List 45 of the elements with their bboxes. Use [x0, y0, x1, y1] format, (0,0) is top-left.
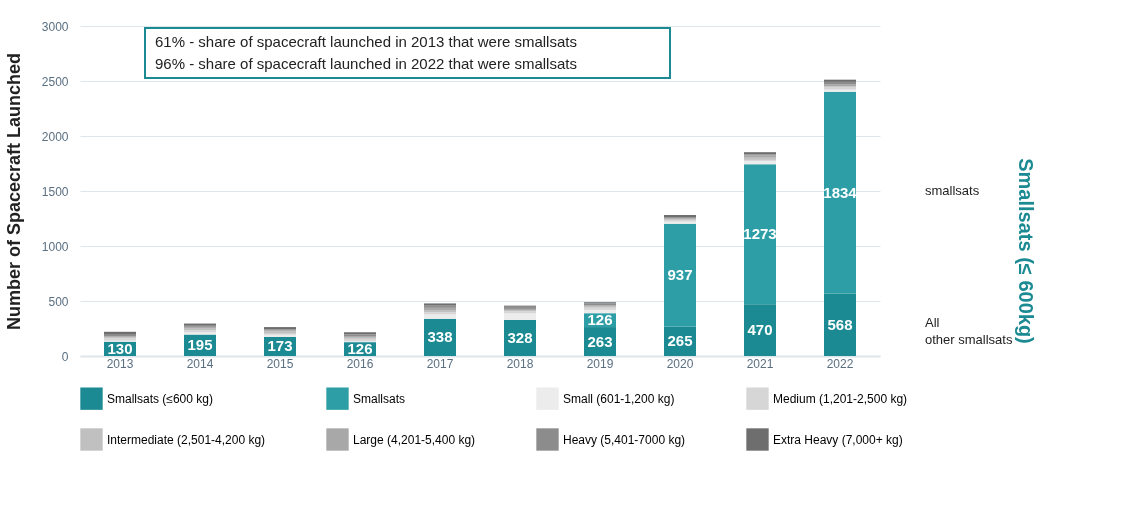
- x-tick-label: 2019: [586, 356, 614, 371]
- legend-label: Smallsats (≤600 kg): [107, 391, 213, 406]
- legend-label: Intermediate (2,501-4,200 kg): [107, 432, 266, 447]
- y-tick-label: 1000: [41, 239, 69, 254]
- y-tick-label: 2000: [41, 129, 69, 144]
- x-tick-label: 2018: [506, 356, 534, 371]
- text: All other smallsats: [925, 315, 1013, 347]
- x-tick-label: 2020: [666, 356, 694, 371]
- y-tick-label: 3000: [41, 19, 69, 34]
- legend-label: Small (601-1,200 kg): [563, 391, 675, 406]
- data-label: 173: [267, 337, 293, 355]
- data-label: 265: [667, 332, 693, 350]
- x-tick-label: 2016: [346, 356, 374, 371]
- x-tick-label: 2013: [106, 356, 134, 371]
- legend-label: Large (4,201-5,400 kg): [353, 432, 476, 447]
- data-label: 937: [667, 266, 693, 284]
- text: smallsats: [925, 183, 980, 198]
- data-label: 126: [587, 311, 613, 329]
- y-tick-label: 0: [61, 349, 69, 364]
- legend-label: Medium (1,201-2,500 kg): [773, 391, 908, 406]
- data-label: 1273: [743, 225, 777, 243]
- text: Smallsats (≤ 600kg): [1015, 158, 1037, 344]
- annotation: 96% - share of spacecraft launched in 2022 that were smallsats: [155, 55, 577, 72]
- data-label: 195: [187, 336, 213, 354]
- legend-label: Smallsats: [353, 391, 406, 406]
- x-tick-label: 2014: [186, 356, 214, 371]
- y-tick-label: 1500: [41, 184, 69, 199]
- data-label: 130: [107, 339, 133, 357]
- data-label: 126: [347, 340, 373, 358]
- x-tick-label: 2021: [746, 356, 774, 371]
- legend-label: Extra Heavy (7,000+ kg): [773, 432, 903, 447]
- data-label: 338: [427, 328, 453, 346]
- data-label: 328: [507, 328, 533, 346]
- data-label: 470: [747, 321, 773, 339]
- x-tick-label: 2022: [826, 356, 854, 371]
- x-tick-label: 2017: [426, 356, 454, 371]
- legend-label: Heavy (5,401-7000 kg): [563, 432, 686, 447]
- y-axis-title: Number of Spacecraft Launched: [3, 52, 24, 331]
- data-label: 568: [827, 315, 853, 333]
- x-tick-label: 2015: [266, 356, 294, 371]
- data-label: 263: [587, 332, 613, 350]
- y-tick-label: 2500: [41, 74, 69, 89]
- y-tick-label: 500: [48, 294, 69, 309]
- annotation: 61% - share of spacecraft launched in 2013 that were smallsats: [155, 33, 577, 50]
- data-label: 1834: [823, 183, 858, 201]
